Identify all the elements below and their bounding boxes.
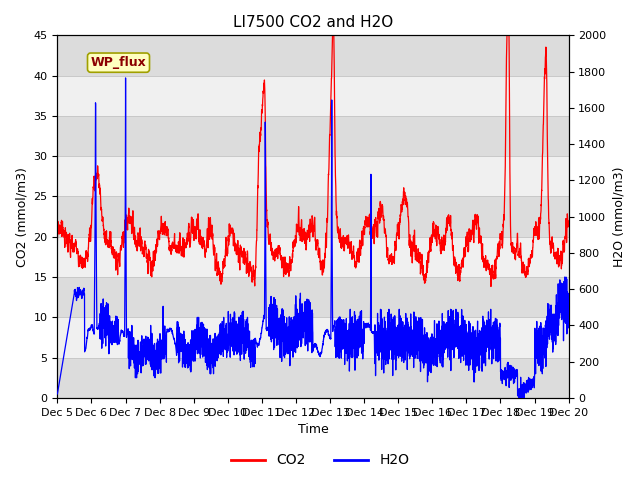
X-axis label: Time: Time — [298, 423, 328, 436]
Bar — [58, 76, 568, 116]
Y-axis label: CO2 (mmol/m3): CO2 (mmol/m3) — [15, 167, 28, 266]
Bar — [58, 317, 568, 358]
Bar — [58, 277, 568, 317]
Bar — [58, 237, 568, 277]
Bar — [58, 358, 568, 398]
Y-axis label: H2O (mmol/m3): H2O (mmol/m3) — [612, 167, 625, 267]
Bar — [58, 116, 568, 156]
Bar — [58, 36, 568, 76]
Bar — [58, 196, 568, 237]
Legend: CO2, H2O: CO2, H2O — [225, 448, 415, 473]
Text: WP_flux: WP_flux — [91, 56, 147, 69]
Title: LI7500 CO2 and H2O: LI7500 CO2 and H2O — [233, 15, 393, 30]
Bar — [58, 156, 568, 196]
